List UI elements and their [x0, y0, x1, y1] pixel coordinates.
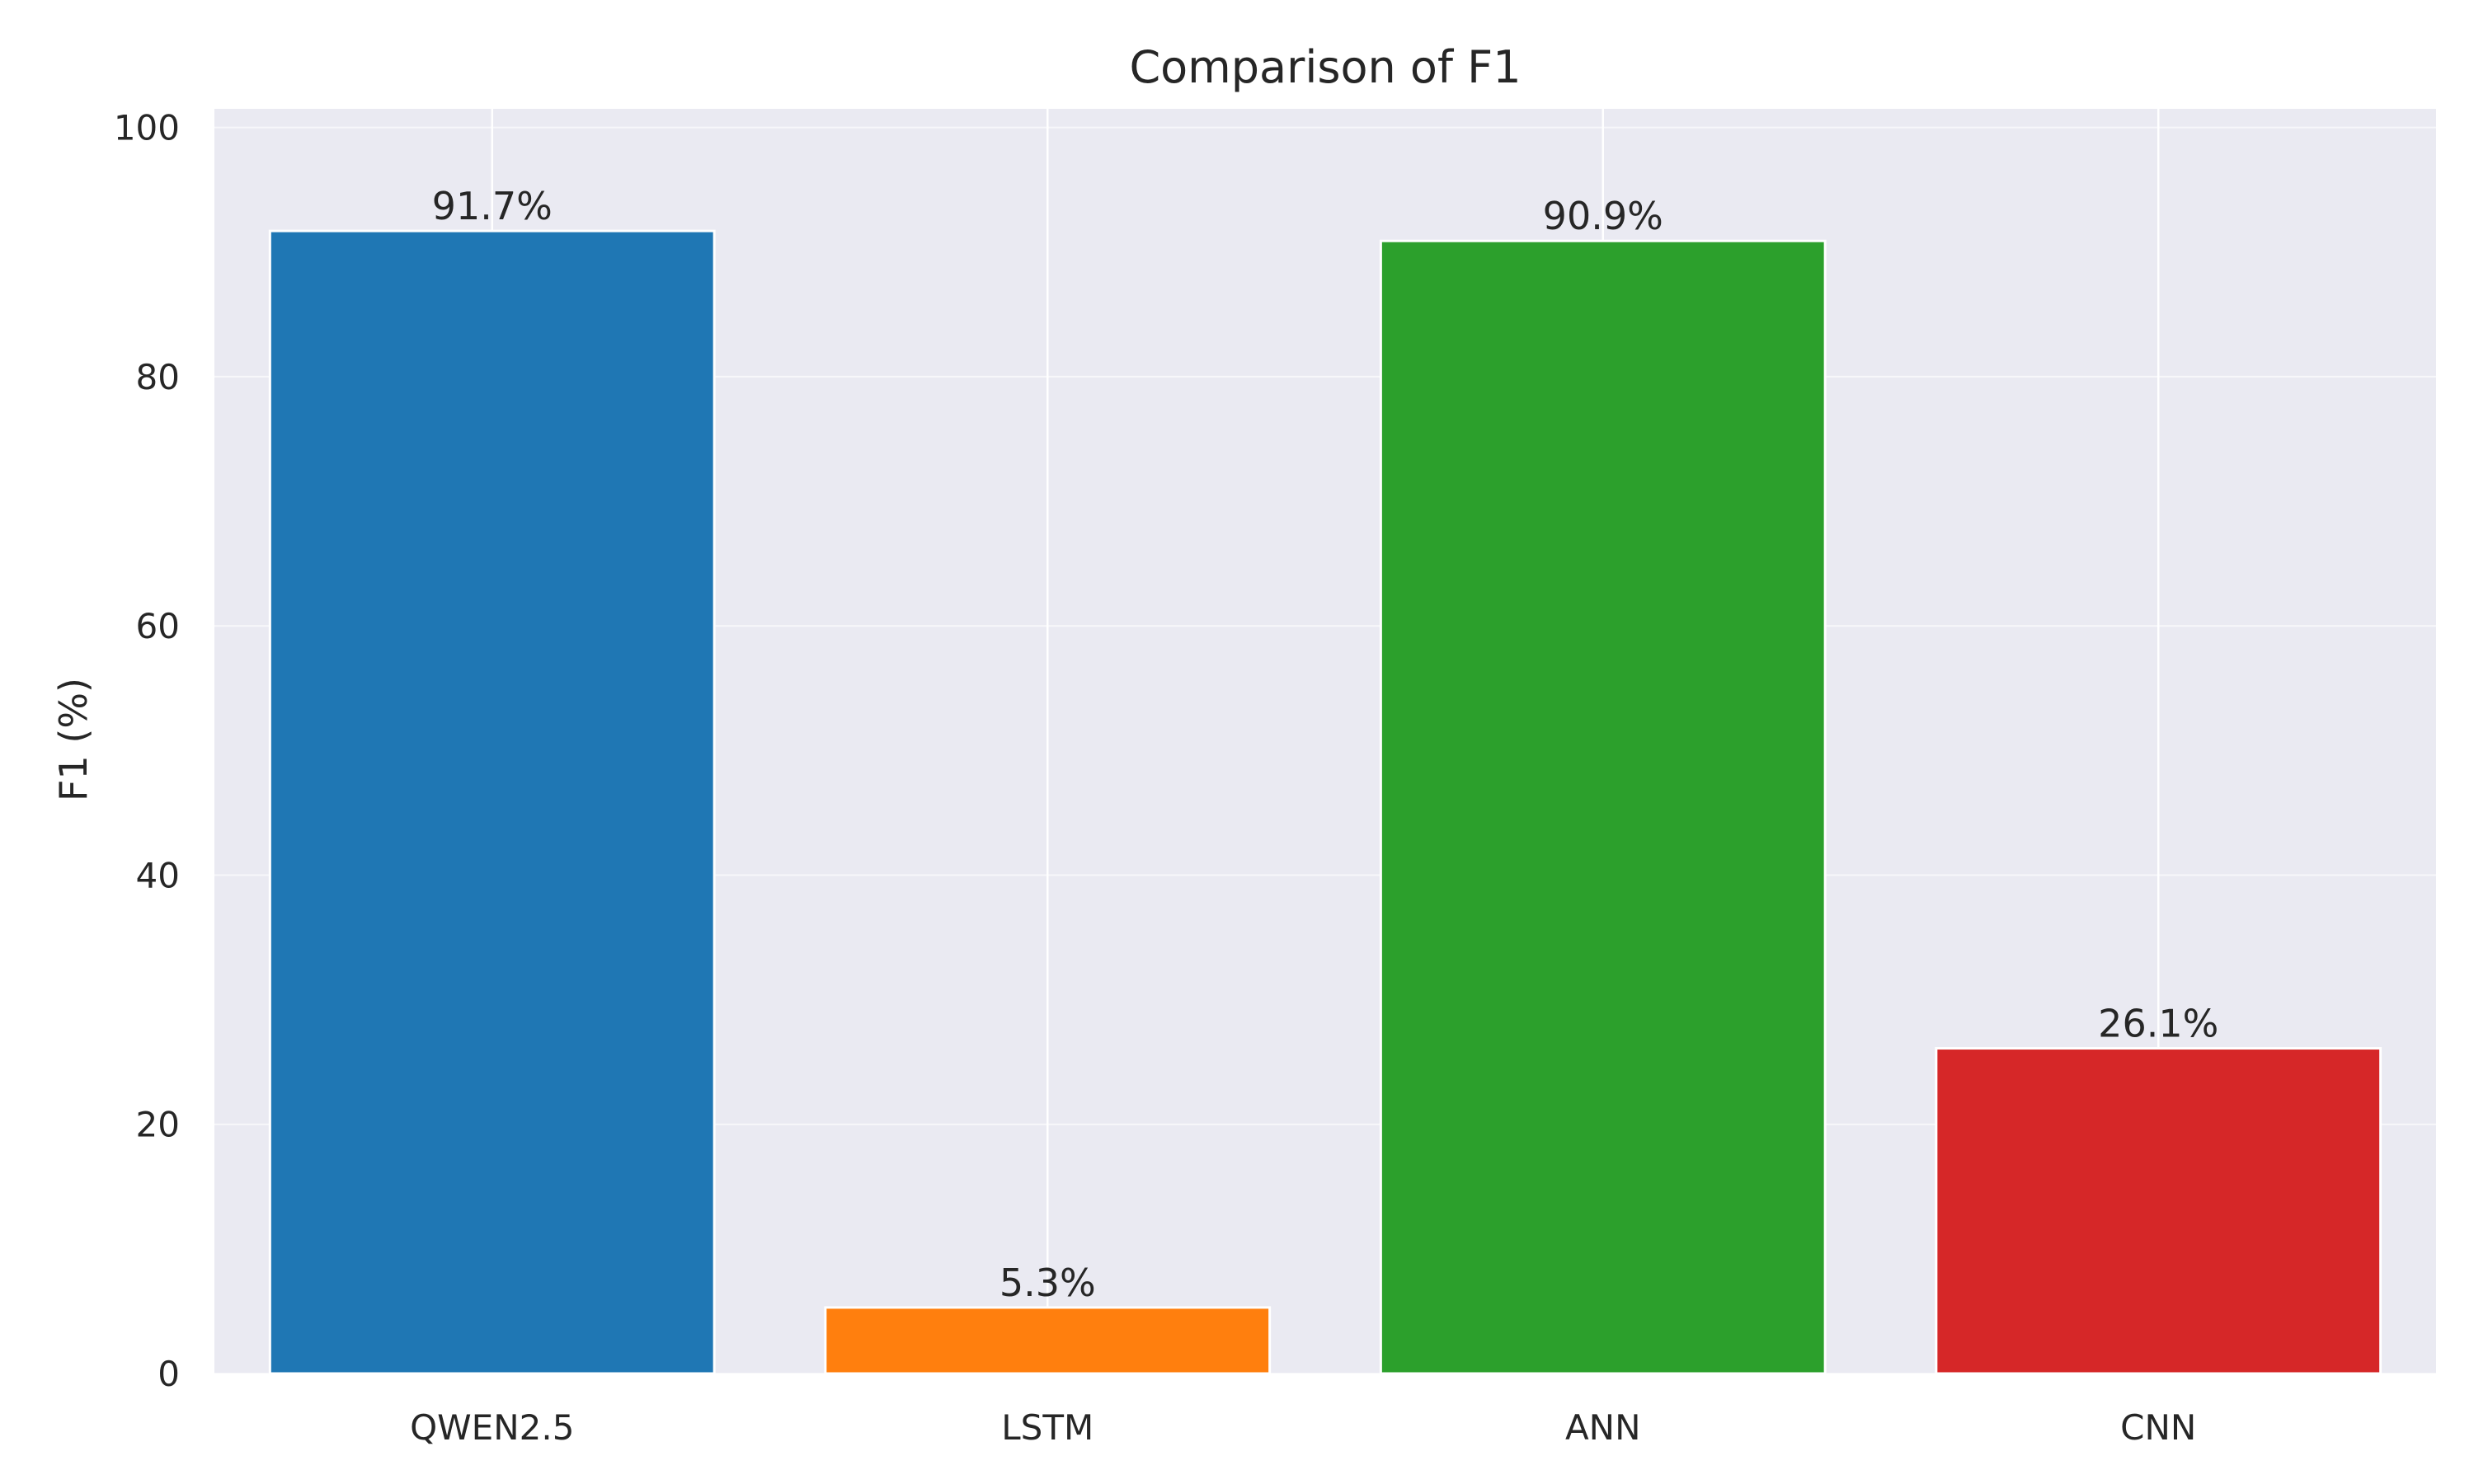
- bar-qwen2-5: [268, 229, 716, 1375]
- data-labels: 91.7% 5.3% 90.9% 26.1%: [432, 184, 2219, 1305]
- bar-value-label: 26.1%: [2098, 1002, 2218, 1046]
- bar-lstm: [824, 1306, 1272, 1375]
- x-tick-label: ANN: [1565, 1407, 1641, 1448]
- bar-value-label: 91.7%: [432, 184, 553, 228]
- bars: [268, 229, 2382, 1375]
- y-axis-ticks: 0 20 40 60 80 100: [114, 108, 180, 1394]
- bar-value-label: 90.9%: [1543, 194, 1663, 238]
- x-axis-ticks: QWEN2.5 LSTM ANN CNN: [410, 1407, 2196, 1448]
- bar-cnn: [1935, 1047, 2382, 1375]
- bar-ann: [1379, 239, 1827, 1375]
- y-tick-label: 60: [136, 606, 180, 646]
- y-tick-label: 40: [136, 855, 180, 895]
- y-tick-label: 80: [136, 357, 180, 397]
- y-tick-label: 20: [136, 1105, 180, 1145]
- x-tick-label: LSTM: [1001, 1407, 1094, 1448]
- bar-value-label: 5.3%: [999, 1261, 1096, 1305]
- y-tick-label: 100: [114, 108, 180, 148]
- y-tick-label: 0: [158, 1354, 180, 1394]
- chart-title: Comparison of F1: [1129, 41, 1521, 93]
- y-axis-label: F1 (%): [51, 678, 96, 801]
- x-tick-label: QWEN2.5: [410, 1407, 574, 1448]
- x-tick-label: CNN: [2120, 1407, 2196, 1448]
